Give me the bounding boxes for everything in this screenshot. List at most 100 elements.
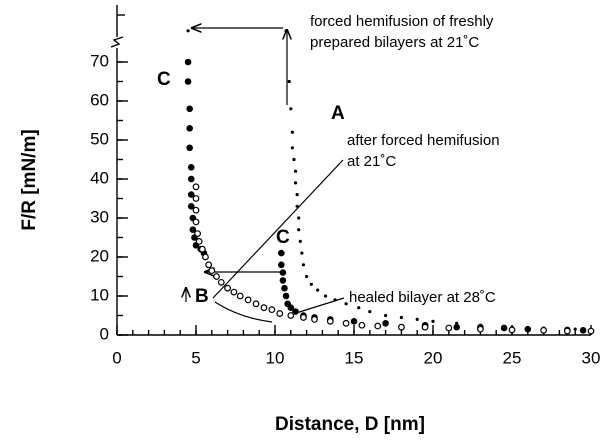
open-point [287, 312, 295, 319]
dot [573, 327, 577, 331]
open-point [202, 253, 209, 261]
annotation: healed bilayer at 28˚C [349, 289, 496, 306]
open-point [276, 310, 284, 317]
dot [298, 239, 302, 243]
dot [384, 313, 388, 318]
annotation: forced hemifusion of freshly [310, 13, 494, 30]
open-point [195, 237, 203, 245]
filled-point [453, 323, 461, 331]
dot [301, 263, 306, 267]
open-point [208, 267, 216, 275]
open-point [252, 300, 260, 308]
filled-point [382, 320, 389, 327]
open-point [194, 230, 201, 238]
x-axis-label: Distance, D [nm] [275, 414, 425, 435]
open-point [398, 323, 405, 331]
annotation: C [276, 227, 290, 248]
x-tick-label: 0 [112, 348, 121, 367]
dot [293, 181, 298, 185]
open-point [205, 261, 213, 269]
open-point [217, 278, 225, 286]
filled-point [189, 226, 197, 233]
filled-point [186, 105, 193, 113]
dot [297, 228, 301, 232]
filled-point [500, 324, 508, 332]
arrows [186, 28, 345, 323]
open-point [192, 195, 200, 202]
dot [284, 29, 288, 33]
x-tick-label: 15 [345, 348, 364, 367]
filled-point [186, 144, 193, 152]
y-tick-label: 70 [90, 51, 109, 70]
y-tick-label: 40 [90, 168, 109, 187]
y-tick-label: 10 [90, 285, 109, 304]
filled-point [184, 78, 192, 85]
dot [431, 319, 435, 323]
filled-point [187, 203, 195, 210]
dot [293, 169, 298, 173]
filled-point [187, 175, 195, 183]
open-point [198, 245, 206, 253]
filled-point [292, 308, 299, 315]
dot [333, 298, 337, 302]
axis-break [110, 5, 124, 50]
open-point [342, 319, 350, 327]
dot [186, 29, 190, 33]
open-point [192, 218, 200, 226]
open-point [326, 317, 334, 325]
dot [292, 157, 296, 162]
annotation: after forced hemifusion [347, 132, 500, 149]
annotation: at 21˚C [347, 153, 396, 170]
curve [214, 301, 273, 323]
dot [316, 288, 320, 292]
open-point [540, 326, 547, 334]
dot [305, 274, 309, 279]
y-tick-label: 20 [90, 246, 109, 265]
filled-point [278, 249, 285, 257]
filled-point [186, 125, 193, 132]
filled-point [184, 58, 192, 66]
annotation: B [195, 286, 209, 307]
dot [357, 306, 361, 310]
filled-point [287, 304, 295, 312]
filled-point [278, 261, 285, 269]
filled-point [281, 284, 288, 292]
filled-point [279, 277, 287, 284]
x-tick-label: 10 [266, 348, 285, 367]
open-point [268, 306, 276, 314]
open-point [421, 323, 429, 331]
dot [295, 204, 299, 208]
open-point [224, 284, 232, 292]
x-tick-label: 30 [582, 348, 601, 367]
y-tick-label: 60 [90, 90, 109, 109]
dot [290, 146, 294, 150]
open-point [358, 321, 366, 329]
open-point [244, 296, 252, 304]
y-tick-label: 50 [90, 129, 109, 148]
filled-point [279, 269, 287, 276]
open-point [192, 206, 200, 214]
open-point [508, 326, 516, 334]
x-tick-label: 5 [191, 348, 200, 367]
filled-point [350, 318, 358, 325]
dot [344, 302, 348, 306]
open-point [300, 314, 307, 321]
open-point [236, 292, 244, 300]
open-point [587, 327, 595, 335]
dot [289, 107, 293, 111]
open-point [230, 288, 238, 296]
dot [309, 282, 313, 286]
annotation: C [157, 69, 171, 90]
leader [212, 159, 344, 299]
dot [323, 294, 328, 298]
filled-point [187, 191, 195, 198]
open-point [374, 322, 382, 330]
open-point [563, 327, 571, 335]
annotation: prepared bilayers at 21˚C [310, 34, 479, 51]
open-point [311, 316, 318, 323]
dot [399, 315, 403, 320]
filled-point [524, 325, 532, 333]
y-axis-label: F/R [mN/m] [19, 129, 40, 230]
open-point [445, 324, 453, 332]
y-tick-label: 0 [100, 324, 109, 343]
